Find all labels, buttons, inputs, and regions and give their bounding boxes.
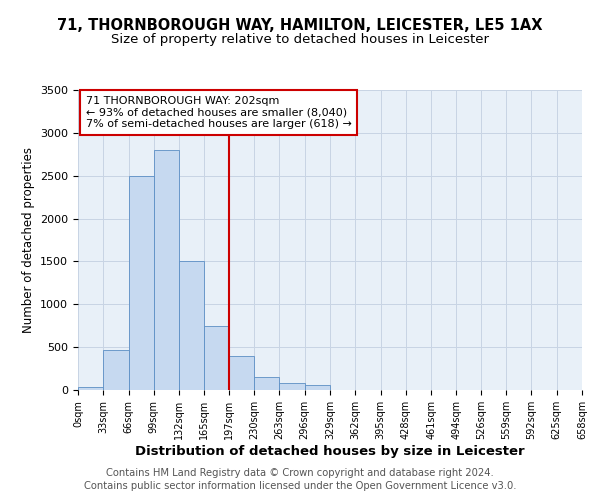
X-axis label: Distribution of detached houses by size in Leicester: Distribution of detached houses by size … (135, 444, 525, 458)
Y-axis label: Number of detached properties: Number of detached properties (22, 147, 35, 333)
Bar (78, 388, 103, 390)
Text: Size of property relative to detached houses in Leicester: Size of property relative to detached ho… (111, 32, 489, 46)
Bar (128, 176, 154, 390)
Bar (280, 383, 305, 390)
Text: Contains HM Land Registry data © Crown copyright and database right 2024.: Contains HM Land Registry data © Crown c… (106, 468, 494, 477)
Bar (229, 356, 254, 390)
Bar (154, 150, 179, 390)
Bar (179, 262, 205, 390)
Text: 71, THORNBOROUGH WAY, HAMILTON, LEICESTER, LE5 1AX: 71, THORNBOROUGH WAY, HAMILTON, LEICESTE… (57, 18, 543, 32)
Bar (254, 377, 280, 390)
Bar (205, 326, 229, 390)
Text: 71 THORNBOROUGH WAY: 202sqm
← 93% of detached houses are smaller (8,040)
7% of s: 71 THORNBOROUGH WAY: 202sqm ← 93% of det… (86, 96, 352, 129)
Bar (103, 350, 128, 390)
Bar (305, 386, 330, 390)
Text: Contains public sector information licensed under the Open Government Licence v3: Contains public sector information licen… (84, 481, 516, 491)
